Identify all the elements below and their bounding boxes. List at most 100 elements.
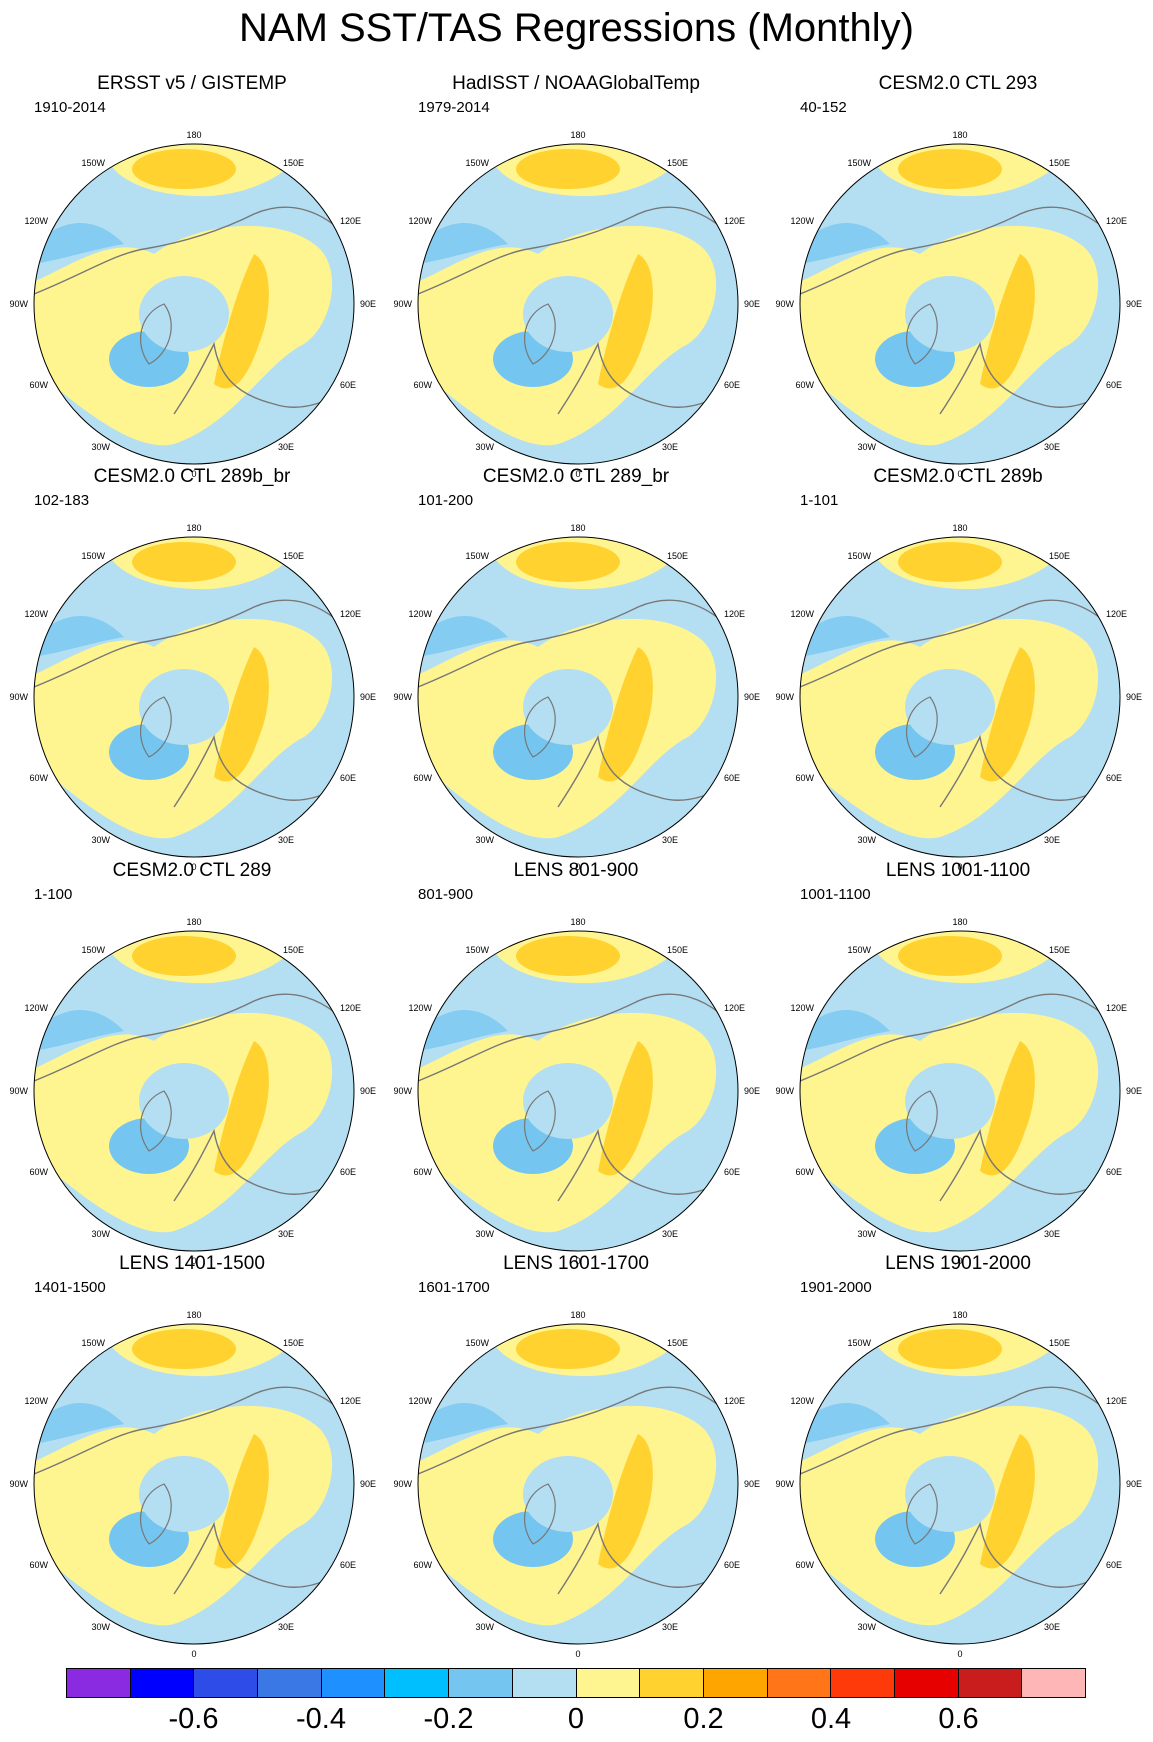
longitude-label: 60E [340, 773, 356, 783]
longitude-label: 150E [283, 551, 304, 561]
longitude-label: 180 [952, 130, 967, 140]
colorbar-label: 0.4 [810, 1703, 852, 1735]
longitude-label: 150W [847, 551, 871, 561]
longitude-label: 120W [408, 1003, 432, 1013]
longitude-label: 150E [1049, 1338, 1070, 1348]
longitude-label: 90E [744, 692, 760, 702]
colorbar-label: -0.2 [423, 1703, 474, 1735]
map-boundary [417, 930, 739, 1252]
longitude-label: 30W [857, 1622, 876, 1632]
field-america-negative [34, 223, 124, 264]
longitude-label: 0 [957, 469, 962, 479]
longitude-label: 150W [465, 945, 489, 955]
panel-period: 1901-2000 [800, 1279, 872, 1296]
longitude-label: 60W [795, 1167, 814, 1177]
longitude-label: 180 [186, 523, 201, 533]
longitude-label: 150W [465, 158, 489, 168]
panel-title: CESM2.0 CTL 289 [112, 860, 272, 881]
regression-field [418, 1324, 738, 1644]
longitude-label: 60W [795, 380, 814, 390]
map-panel: HadISST / NOAAGlobalTemp 1979-2014 180 15… [384, 72, 768, 479]
coastline-greenland [524, 1483, 556, 1545]
longitude-label: 120E [724, 609, 745, 619]
panel-title: ERSST v5 / GISTEMP [97, 73, 287, 94]
longitude-label: 30E [662, 442, 678, 452]
longitude-label: 150E [1049, 158, 1070, 168]
field-arctic [905, 276, 995, 352]
longitude-label: 60E [1106, 1167, 1122, 1177]
longitude-label: 90W [9, 1479, 28, 1489]
longitude-label: 180 [570, 523, 585, 533]
field-eurasia-core [598, 647, 653, 782]
field-america-negative [34, 1403, 124, 1444]
field-america-negative [800, 1403, 890, 1444]
longitude-label: 150W [81, 158, 105, 168]
longitude-label: 150E [667, 158, 688, 168]
longitude-label: 120E [1106, 1396, 1127, 1406]
longitude-label: 90E [1126, 299, 1142, 309]
colorbar [66, 1668, 1086, 1698]
panel-period: 1401-1500 [34, 1279, 106, 1296]
regression-field [800, 537, 1120, 857]
coastline-europe [557, 734, 738, 808]
regression-field [418, 537, 738, 857]
longitude-label: 180 [186, 917, 201, 927]
longitude-label: 120E [340, 1396, 361, 1406]
map-panel: CESM2.0 CTL 289b_br 102-183 180 150E 120E 9… [0, 465, 384, 872]
colorbar-segment [702, 1668, 767, 1698]
longitude-label: 0 [575, 862, 580, 872]
longitude-label: 120W [24, 1003, 48, 1013]
field-pacific-core [516, 1329, 620, 1369]
longitude-label: 60W [29, 773, 48, 783]
coastline-europe [173, 341, 354, 415]
polar-map: 180 150E 120E 90E 60E 30E 0 30W 60W 90W 120W 150W [9, 917, 376, 1266]
longitude-label: 120E [1106, 609, 1127, 619]
colorbar-segment [957, 1668, 1022, 1698]
longitude-label: 120W [408, 216, 432, 226]
longitude-label: 120E [340, 216, 361, 226]
coastline-north [34, 993, 354, 1082]
longitude-label: 60W [795, 773, 814, 783]
panel-period: 1001-1100 [800, 886, 871, 903]
coastline-europe [939, 1128, 1120, 1202]
field-eurasia-core [214, 1434, 269, 1569]
regression-field [34, 931, 354, 1251]
map-boundary [799, 1323, 1121, 1645]
longitude-label: 150E [1049, 945, 1070, 955]
panel-title: CESM2.0 CTL 289b [873, 466, 1043, 487]
map-panel: CESM2.0 CTL 289_br 101-200 180 150E 120E 90… [384, 465, 768, 872]
longitude-label: 60W [413, 1560, 432, 1570]
longitude-label: 0 [575, 1256, 580, 1266]
polar-map: 180 150E 120E 90E 60E 30E 0 30W 60W 90W 120W 150W [9, 130, 376, 479]
longitude-label: 150W [465, 1338, 489, 1348]
polar-map: 180 150E 120E 90E 60E 30E 0 30W 60W 90W 120W 150W [393, 917, 760, 1266]
field-eurasia-core [214, 1041, 269, 1176]
field-america-negative [418, 1010, 508, 1051]
field-arctic [523, 1063, 613, 1139]
field-america-negative [800, 616, 890, 657]
longitude-label: 120W [24, 216, 48, 226]
longitude-label: 150W [847, 158, 871, 168]
field-eurasia-core [980, 647, 1035, 782]
field-eurasia-core [980, 1434, 1035, 1569]
longitude-label: 30E [1044, 1622, 1060, 1632]
longitude-label: 150E [283, 945, 304, 955]
field-america-negative [800, 1010, 890, 1051]
map-panel: ERSST v5 / GISTEMP 1910-2014 180 150E 120E… [0, 72, 384, 479]
regression-field [800, 931, 1120, 1251]
panel-period: 1910-2014 [34, 99, 106, 116]
map-panel: CESM2.0 CTL 289b 1-101 180 150E 120E 90E 60E… [766, 465, 1150, 872]
coastline-north [800, 1386, 1120, 1475]
longitude-label: 60E [724, 380, 740, 390]
longitude-label: 90E [360, 1086, 376, 1096]
colorbar-labels: -0.6 -0.4 -0.2 0 0.2 0.4 0.6 [66, 1700, 1086, 1740]
colorbar-label: 0 [567, 1703, 585, 1735]
longitude-label: 90W [775, 692, 794, 702]
longitude-label: 60E [340, 1167, 356, 1177]
longitude-label: 60W [413, 1167, 432, 1177]
longitude-label: 180 [570, 130, 585, 140]
longitude-label: 150E [667, 551, 688, 561]
polar-map: 180 150E 120E 90E 60E 30E 0 30W 60W 90W 120W 150W [9, 1310, 376, 1659]
longitude-label: 90E [1126, 1479, 1142, 1489]
colorbar-segment [511, 1668, 576, 1698]
